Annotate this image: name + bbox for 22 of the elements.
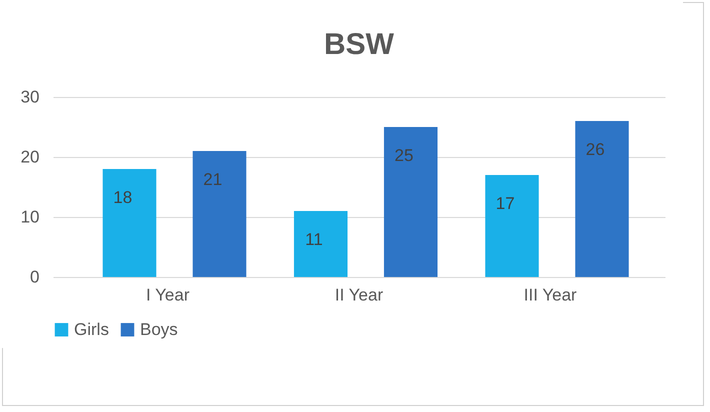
bar [102, 169, 156, 277]
bar [384, 127, 438, 277]
data-label: 21 [203, 170, 222, 189]
x-tick-label: II Year [334, 286, 384, 304]
data-label: 26 [586, 140, 605, 159]
data-label: 17 [496, 194, 515, 213]
bar [192, 151, 246, 277]
y-tick-label: 10 [20, 208, 40, 226]
bar [294, 211, 348, 277]
legend-label: Girls [74, 320, 109, 339]
data-label: 18 [113, 188, 132, 207]
x-tick-label: III Year [524, 286, 578, 304]
bar [485, 175, 539, 277]
legend-label: Boys [140, 320, 178, 339]
y-tick-label: 0 [30, 268, 40, 286]
y-tick-label: 20 [20, 148, 40, 166]
data-label: 11 [305, 230, 323, 249]
chart-title: BSW [324, 28, 395, 61]
y-tick-label: 30 [20, 88, 40, 106]
data-label: 25 [394, 146, 414, 165]
bar [575, 121, 629, 277]
x-tick-label: I Year [146, 286, 190, 304]
